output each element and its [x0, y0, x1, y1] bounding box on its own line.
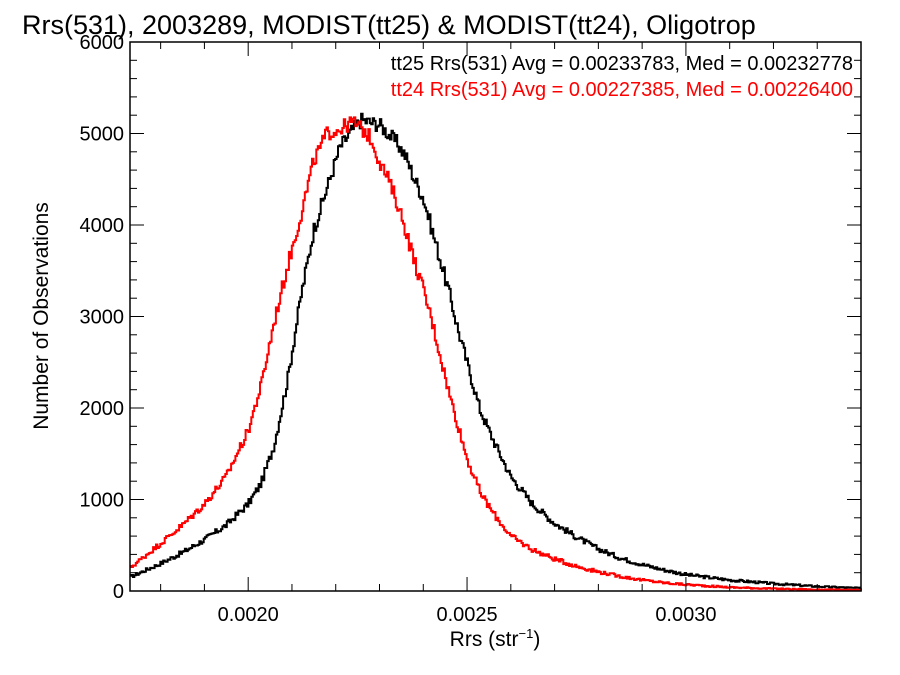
- y-axis-label: Number of Observations: [30, 202, 53, 430]
- x-tick-label: 0.0025: [436, 604, 497, 626]
- y-tick-label: 1000: [80, 490, 125, 512]
- y-tick-label: 0: [113, 581, 124, 603]
- series-line-tt25: [130, 112, 862, 590]
- y-tick-label: 2000: [80, 398, 125, 420]
- plot-frame: [129, 41, 862, 592]
- series-line-tt24: [130, 116, 862, 592]
- x-tick-label: 0.0020: [218, 604, 279, 626]
- legend-tt24: tt24 Rrs(531) Avg = 0.00227385, Med = 0.…: [391, 79, 853, 101]
- y-tick-label: 4000: [80, 215, 125, 237]
- legend-tt25: tt25 Rrs(531) Avg = 0.00233783, Med = 0.…: [391, 53, 853, 75]
- chart-title: Rrs(531), 2003289, MODIST(tt25) & MODIST…: [22, 10, 756, 40]
- y-tick-label: 5000: [80, 124, 125, 146]
- x-axis-label: Rrs (str−1): [450, 626, 541, 651]
- axes-group: 0.0020 0.0025 0.0030 0 1000 2000 3000 4000 5000 6…: [80, 32, 862, 626]
- y-tick-label: 6000: [80, 32, 125, 54]
- y-tick-label: 3000: [80, 307, 125, 329]
- x-tick-label: 0.0030: [655, 604, 716, 626]
- series-group: [130, 112, 862, 592]
